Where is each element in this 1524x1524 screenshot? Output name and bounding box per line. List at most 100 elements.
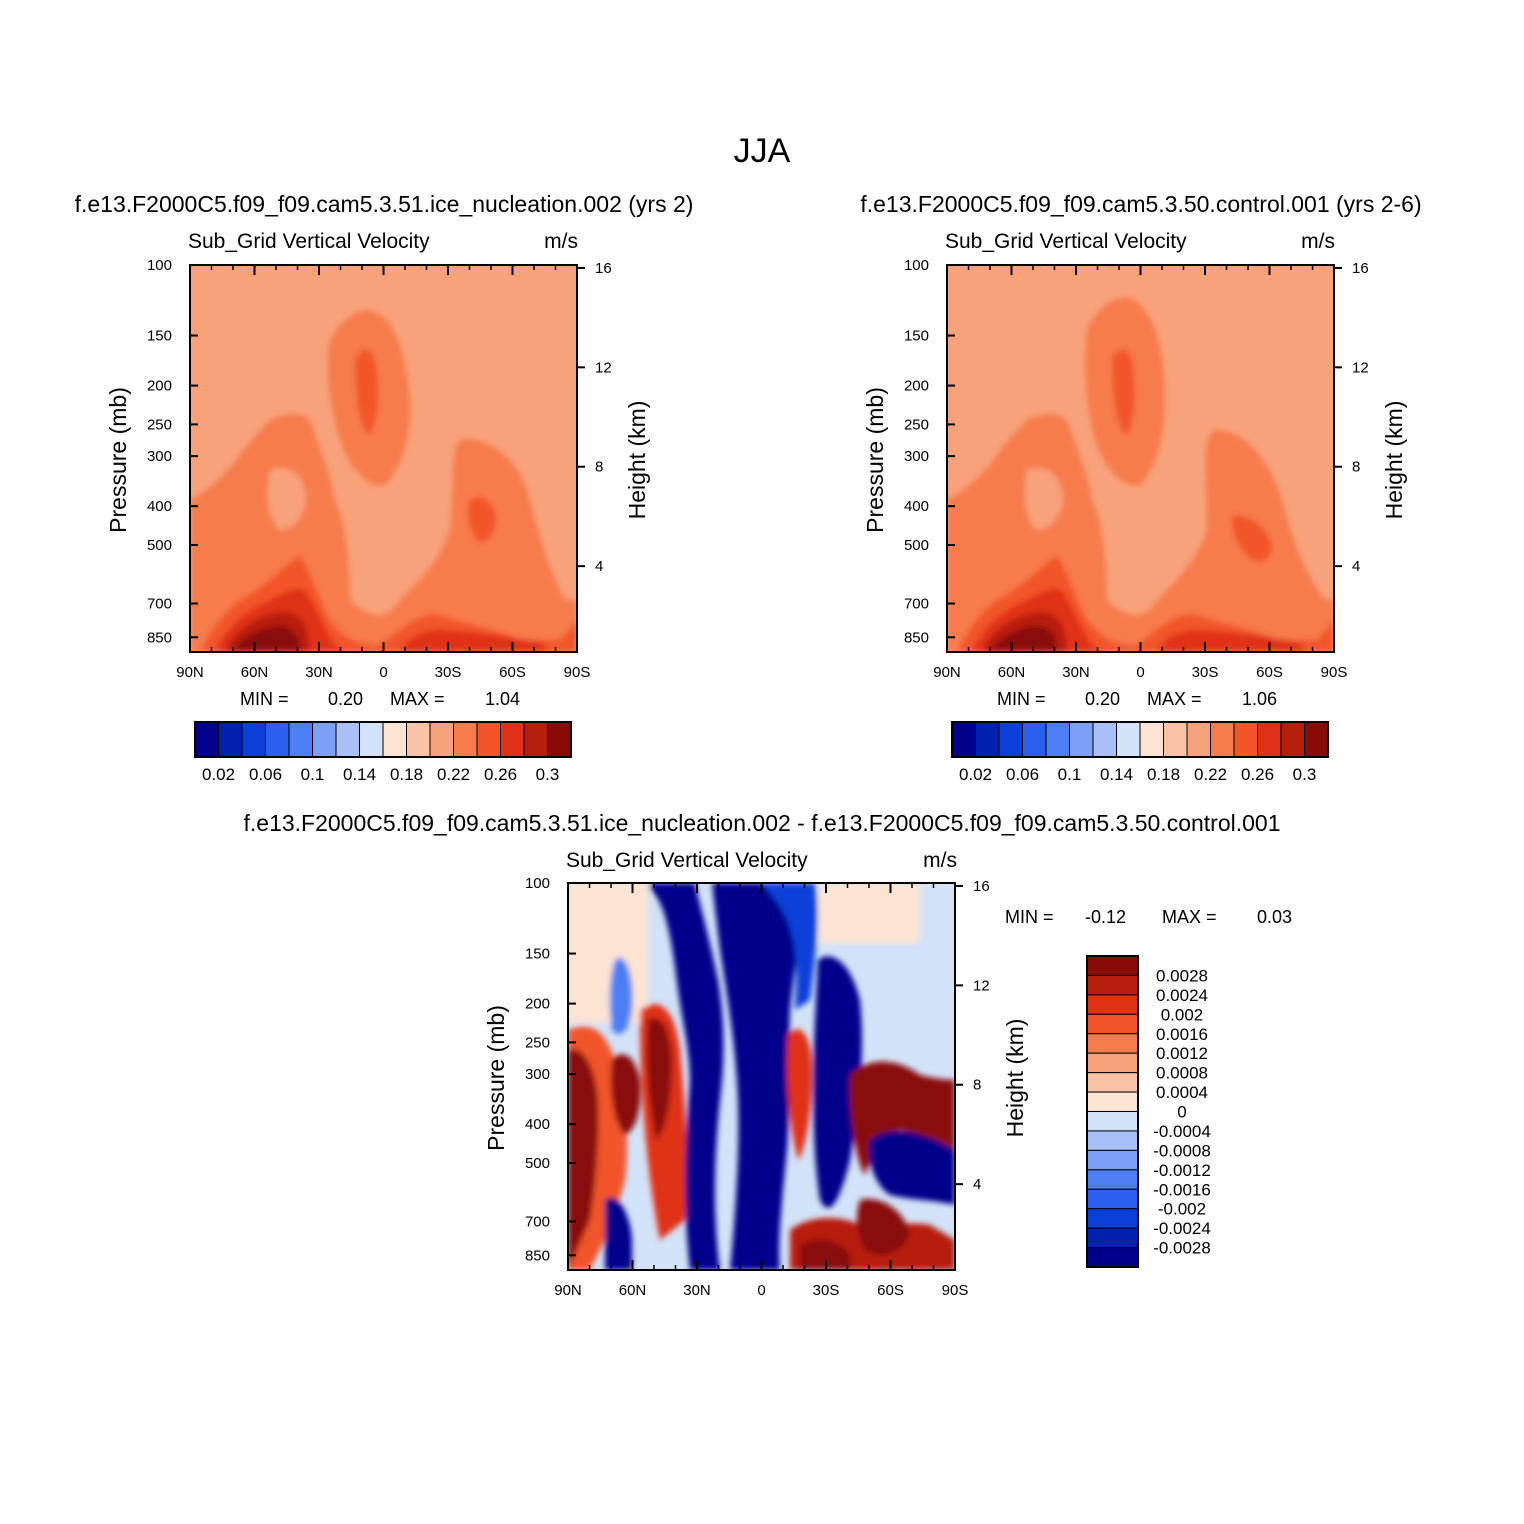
height-tick-label: 12: [1352, 359, 1369, 376]
height-tick-label: 12: [595, 359, 612, 376]
y-tick-label: 100: [147, 257, 172, 274]
panel-c-ylabel: Pressure (mb): [483, 1005, 509, 1151]
x-tick-label: 30S: [435, 664, 462, 681]
colorbar-box: [1139, 721, 1164, 758]
colorbar-box: [1022, 721, 1047, 758]
colorbar-box: [1045, 721, 1070, 758]
x-tick-label: 60N: [998, 664, 1026, 681]
panel-a-variable-label: Sub_Grid Vertical Velocity: [188, 230, 430, 253]
x-tick-label: 90S: [1321, 664, 1348, 681]
x-tick-label: 0: [1136, 664, 1144, 681]
y-tick-label: 400: [147, 498, 172, 515]
colorbar-label: -0.0008: [1153, 1141, 1211, 1160]
panel-c-colorbar: 0.00280.00240.0020.00160.00120.00080.000…: [1086, 955, 1211, 1268]
panel-a-min-value: 0.20: [328, 689, 363, 709]
panel-c-units-label: m/s: [923, 849, 957, 872]
colorbar-box: [429, 721, 454, 758]
colorbar-label: 0.14: [343, 765, 376, 784]
x-tick-label: 0: [757, 1282, 765, 1299]
y-tick-label: 250: [904, 416, 929, 433]
colorbar-label: 0.0008: [1156, 1064, 1208, 1083]
panel-a-min-label: MIN =: [240, 689, 289, 709]
colorbar-box: [1086, 1013, 1139, 1035]
colorbar-box: [453, 721, 478, 758]
colorbar-box: [998, 721, 1023, 758]
y-tick-label: 500: [525, 1155, 550, 1172]
height-tick-label: 4: [1352, 558, 1360, 575]
y-tick-label: 200: [904, 378, 929, 395]
y-tick-label: 250: [147, 416, 172, 433]
colorbar-label: 0.18: [390, 765, 423, 784]
x-tick-label: 0: [379, 664, 387, 681]
colorbar-box: [241, 721, 266, 758]
colorbar-label: -0.0004: [1153, 1122, 1211, 1141]
panel-a-contour-field: [190, 265, 577, 652]
x-tick-label: 60N: [619, 1282, 647, 1299]
colorbar-box: [1086, 1033, 1139, 1054]
colorbar-label: 0.02: [959, 765, 992, 784]
y-tick-label: 300: [525, 1066, 550, 1083]
height-tick-label: 4: [595, 558, 603, 575]
colorbar-box: [547, 721, 572, 758]
y-tick-label: 250: [525, 1034, 550, 1051]
x-tick-label: 30N: [305, 664, 333, 681]
colorbar-box: [335, 721, 360, 758]
y-tick-label: 850: [147, 629, 172, 646]
colorbar-box: [951, 721, 976, 758]
x-tick-label: 90N: [554, 1282, 582, 1299]
panel-b-axes: 100 150 200 250 300 400 500 700 850 4 8 12 16 90N 60N 3…: [904, 257, 1369, 681]
panel-b-variable-label: Sub_Grid Vertical Velocity: [945, 230, 1187, 253]
colorbar-label: -0.002: [1158, 1200, 1206, 1219]
colorbar-box: [1086, 955, 1139, 976]
colorbar-frame: [1086, 955, 1139, 1268]
colorbar-label: -0.0024: [1153, 1219, 1211, 1238]
colorbar-box: [1086, 1091, 1139, 1112]
x-tick-label: 30N: [1062, 664, 1090, 681]
height-tick-label: 16: [595, 260, 612, 277]
colorbar-box: [1092, 721, 1117, 758]
colorbar-box: [1069, 721, 1094, 758]
panel-a-colorbar: 0.02 0.06 0.1 0.14 0.18 0.22 0.26 0.3: [194, 721, 572, 784]
colorbar-label: 0.0016: [1156, 1025, 1208, 1044]
panel-b-min-label: MIN =: [997, 689, 1046, 709]
panel-a-contour-inner-022: [267, 468, 306, 530]
colorbar-label: 0.06: [1006, 765, 1039, 784]
y-tick-label: 700: [147, 596, 172, 613]
y-tick-label: 500: [147, 537, 172, 554]
colorbar-label: 0.002: [1161, 1005, 1204, 1024]
colorbar-box: [1210, 721, 1235, 758]
panel-difference: f.e13.F2000C5.f09_f09.cam5.3.51.ice_nucl…: [244, 810, 1293, 1299]
height-tick-label: 16: [973, 878, 990, 895]
colorbar-box: [975, 721, 1000, 758]
x-tick-label: 30S: [1192, 664, 1219, 681]
y-tick-label: 150: [147, 328, 172, 345]
panel-a-ylabel: Pressure (mb): [105, 387, 131, 533]
panel-c-min-label: MIN =: [1005, 907, 1054, 927]
panel-c-ylabel-right: Height (km): [1002, 1019, 1028, 1138]
colorbar-label: 0.02: [202, 765, 235, 784]
y-tick-label: 400: [904, 498, 929, 515]
x-tick-label: 90N: [933, 664, 961, 681]
y-tick-label: 850: [904, 629, 929, 646]
x-tick-label: 60S: [1256, 664, 1283, 681]
panel-ice-nucleation: f.e13.F2000C5.f09_f09.cam5.3.51.ice_nucl…: [75, 191, 694, 784]
panel-a-max-value: 1.04: [485, 689, 520, 709]
y-tick-label: 150: [904, 328, 929, 345]
colorbar-box: [1233, 721, 1258, 758]
height-tick-label: 8: [595, 459, 603, 476]
colorbar-label: 0.22: [437, 765, 470, 784]
panel-b-min-value: 0.20: [1085, 689, 1120, 709]
colorbar-box: [500, 721, 525, 758]
colorbar-label: 0.0012: [1156, 1044, 1208, 1063]
panel-b-title: f.e13.F2000C5.f09_f09.cam5.3.50.control.…: [860, 191, 1421, 217]
height-tick-label: 16: [1352, 260, 1369, 277]
colorbar-label: 0.26: [1241, 765, 1274, 784]
colorbar-box: [1086, 1072, 1139, 1093]
panel-c-contour-field: [568, 883, 955, 1270]
panel-b-contour-field: [947, 265, 1334, 652]
colorbar-box: [406, 721, 431, 758]
colorbar-label: 0.1: [1058, 765, 1082, 784]
panel-b-max-label: MAX =: [1147, 689, 1202, 709]
colorbar-box: [359, 721, 384, 758]
